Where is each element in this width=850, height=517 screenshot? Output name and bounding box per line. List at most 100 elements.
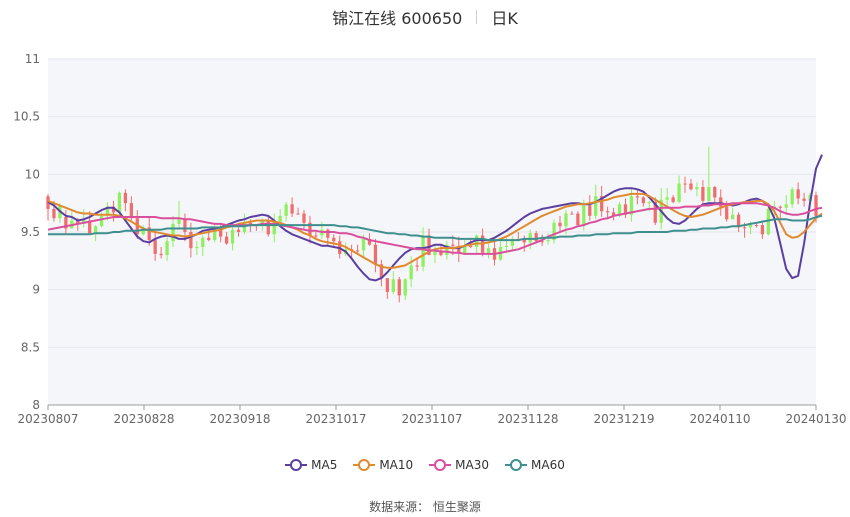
- legend-item-ma30[interactable]: MA30: [429, 458, 489, 472]
- candle-body: [76, 220, 80, 224]
- candle: [224, 232, 229, 245]
- series-line-ma60: [48, 214, 823, 242]
- y-tick-label: 11: [25, 52, 40, 66]
- candle-body: [683, 183, 687, 185]
- candle-body: [129, 203, 133, 219]
- candle-body: [189, 232, 193, 249]
- candle: [171, 215, 175, 247]
- candle: [153, 230, 157, 261]
- candle: [385, 278, 389, 299]
- candle-body: [326, 229, 330, 238]
- candle-body: [736, 214, 741, 228]
- candle: [415, 258, 419, 272]
- candle-body: [540, 241, 544, 243]
- y-tick-label: 8: [32, 398, 40, 412]
- candle-body: [409, 265, 413, 280]
- legend-marker: [429, 459, 452, 471]
- candle-body: [600, 196, 604, 212]
- candle-body: [159, 253, 163, 256]
- candle-body: [183, 219, 187, 232]
- candle: [457, 236, 461, 262]
- legend-item-ma5[interactable]: MA5: [285, 458, 337, 472]
- candle: [796, 182, 800, 205]
- candle-body: [272, 221, 276, 235]
- candle-body: [528, 233, 532, 243]
- candle-body: [510, 238, 515, 246]
- legend-item-ma10[interactable]: MA10: [353, 458, 413, 472]
- candle: [689, 178, 693, 191]
- candle-body: [278, 215, 282, 222]
- legend-label: MA5: [311, 458, 338, 472]
- candle: [397, 276, 401, 303]
- candle: [558, 215, 562, 234]
- series-line-ma5: [47, 154, 823, 282]
- candle-body: [814, 195, 818, 216]
- candle-body: [123, 192, 128, 204]
- candle-body: [177, 219, 181, 224]
- candle-body: [784, 204, 788, 208]
- candle: [588, 195, 592, 221]
- candle-body: [617, 204, 622, 216]
- candle: [230, 223, 235, 251]
- legend-label: MA10: [379, 458, 414, 472]
- candle-body: [713, 187, 717, 198]
- candle: [629, 187, 634, 222]
- y-tick-label: 9.5: [21, 225, 40, 239]
- candle: [552, 219, 556, 244]
- candle: [195, 241, 199, 256]
- candle-body: [802, 198, 806, 201]
- candle-body: [415, 265, 419, 267]
- candle: [284, 202, 288, 222]
- candle-body: [153, 240, 157, 254]
- legend-item-ma60[interactable]: MA60: [505, 458, 565, 472]
- candle-body: [355, 250, 360, 252]
- candle-body: [486, 248, 491, 253]
- candle-body: [701, 187, 705, 201]
- candle: [736, 212, 741, 232]
- candle: [546, 233, 550, 245]
- candle-body: [397, 279, 401, 296]
- candle: [433, 244, 437, 264]
- candle-body: [236, 229, 241, 232]
- candle-body: [570, 213, 574, 215]
- candle-body: [731, 214, 735, 220]
- candle-body: [504, 245, 509, 247]
- candle: [177, 200, 181, 230]
- candle: [88, 211, 92, 235]
- candle: [701, 180, 705, 207]
- candle: [713, 185, 717, 205]
- candle-body: [296, 213, 300, 215]
- candle: [201, 235, 205, 257]
- candle-body: [379, 264, 384, 279]
- candle-body: [88, 220, 92, 234]
- candle-body: [576, 213, 580, 226]
- x-tick-label: 20231017: [305, 412, 366, 426]
- candle-body: [64, 217, 68, 229]
- candle-body: [671, 197, 675, 203]
- x-tick-label: 20230807: [17, 412, 78, 426]
- candle-body: [635, 196, 640, 198]
- candle-body: [171, 223, 175, 242]
- candle: [677, 175, 681, 204]
- candle-body: [534, 233, 538, 242]
- legend-marker: [505, 459, 528, 471]
- candle-body: [207, 237, 211, 241]
- candle: [623, 198, 628, 219]
- candle-body: [105, 206, 110, 216]
- candle-body: [195, 246, 199, 249]
- candle: [272, 213, 276, 243]
- legend-label: MA60: [531, 458, 565, 472]
- candle: [165, 235, 169, 261]
- title-divider: [476, 10, 478, 24]
- candle-body: [475, 235, 479, 247]
- candle-body: [451, 244, 455, 246]
- candle: [111, 200, 116, 222]
- candle-body: [224, 236, 229, 244]
- candle: [671, 195, 675, 204]
- candle: [236, 227, 241, 237]
- candle-body: [403, 279, 407, 296]
- candle-body: [99, 215, 104, 227]
- candle-body: [445, 244, 449, 256]
- x-tick-label: 20231107: [401, 412, 462, 426]
- candle-body: [469, 245, 473, 247]
